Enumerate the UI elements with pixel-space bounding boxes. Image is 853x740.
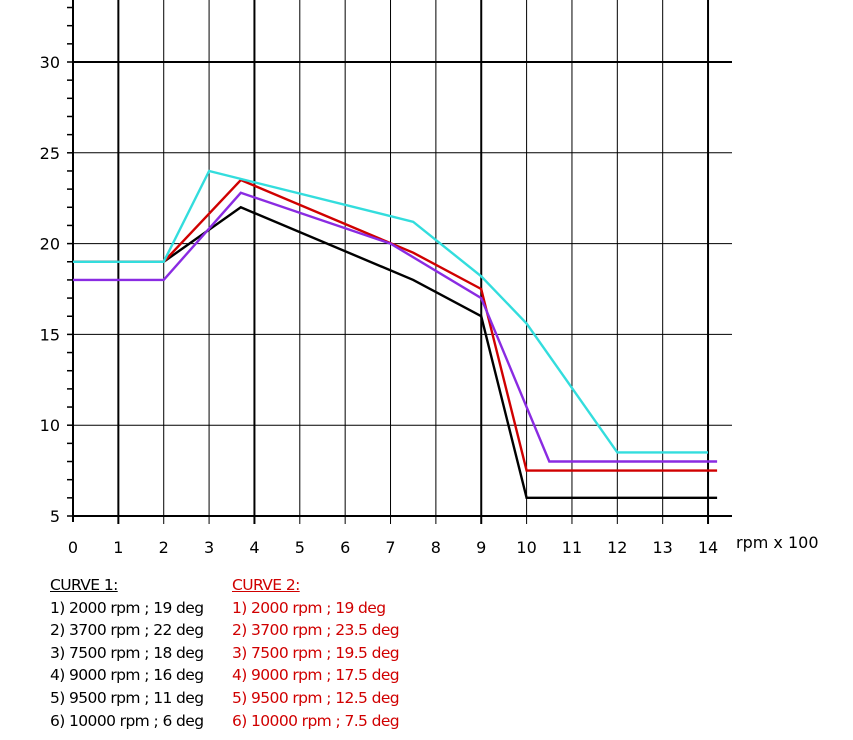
x-tick-label: 13 <box>653 538 673 557</box>
y-tick-label: 25 <box>40 144 60 163</box>
legend-item: 5) 9500 rpm ; 12.5 deg <box>232 688 400 707</box>
y-tick-label: 10 <box>40 416 60 435</box>
x-tick-label: 9 <box>476 538 486 557</box>
legend-item: 6) 10000 rpm ; 6 deg <box>50 711 204 730</box>
series-line-red <box>73 178 718 472</box>
legend-item: 3) 7500 rpm ; 19.5 deg <box>232 643 400 662</box>
x-tick-label: 1 <box>113 538 123 557</box>
y-tick-label: 30 <box>40 53 60 72</box>
legend-item: 6) 10000 rpm ; 7.5 deg <box>232 711 400 730</box>
series-line-cyan <box>73 169 708 454</box>
legend-item: 3) 7500 rpm ; 18 deg <box>50 643 204 662</box>
x-tick-label: 6 <box>340 538 350 557</box>
legend-item: 2) 3700 rpm ; 23.5 deg <box>232 621 400 640</box>
x-tick-label: 3 <box>204 538 214 557</box>
x-tick-label: 7 <box>385 538 395 557</box>
x-axis-label: rpm x 100 <box>736 533 819 552</box>
x-tick-label: 4 <box>249 538 259 557</box>
y-tick-label: 15 <box>40 325 60 344</box>
x-tick-label: 0 <box>68 538 78 557</box>
axes <box>67 0 74 522</box>
legend-curve-1: CURVE 1: 1) 2000 rpm ; 19 deg 2) 3700 rp… <box>50 574 204 732</box>
legend-item: 5) 9500 rpm ; 11 deg <box>50 688 204 707</box>
y-tick-label: 5 <box>50 507 60 526</box>
legend-curve-2-title: CURVE 2: <box>232 576 300 594</box>
series-lines <box>73 169 718 499</box>
legend-item: 4) 9000 rpm ; 17.5 deg <box>232 666 400 685</box>
legend-curve-2: CURVE 2: 1) 2000 rpm ; 19 deg 2) 3700 rp… <box>232 574 400 732</box>
legend-item: 4) 9000 rpm ; 16 deg <box>50 666 204 685</box>
legend-item: 2) 3700 rpm ; 22 deg <box>50 621 204 640</box>
x-tick-label: 5 <box>295 538 305 557</box>
series-line-purple <box>73 191 718 463</box>
legend-item: 1) 2000 rpm ; 19 deg <box>50 598 204 617</box>
x-tick-label: 11 <box>562 538 582 557</box>
x-tick-label: 8 <box>431 538 441 557</box>
legend-curve-1-title: CURVE 1: <box>50 576 118 594</box>
x-tick-label: 10 <box>516 538 536 557</box>
grid <box>73 0 732 524</box>
x-tick-label: 12 <box>607 538 627 557</box>
x-tick-label: 14 <box>698 538 718 557</box>
y-tick-label: 20 <box>40 235 60 254</box>
x-tick-label: 2 <box>159 538 169 557</box>
legend-item: 1) 2000 rpm ; 19 deg <box>232 598 386 617</box>
